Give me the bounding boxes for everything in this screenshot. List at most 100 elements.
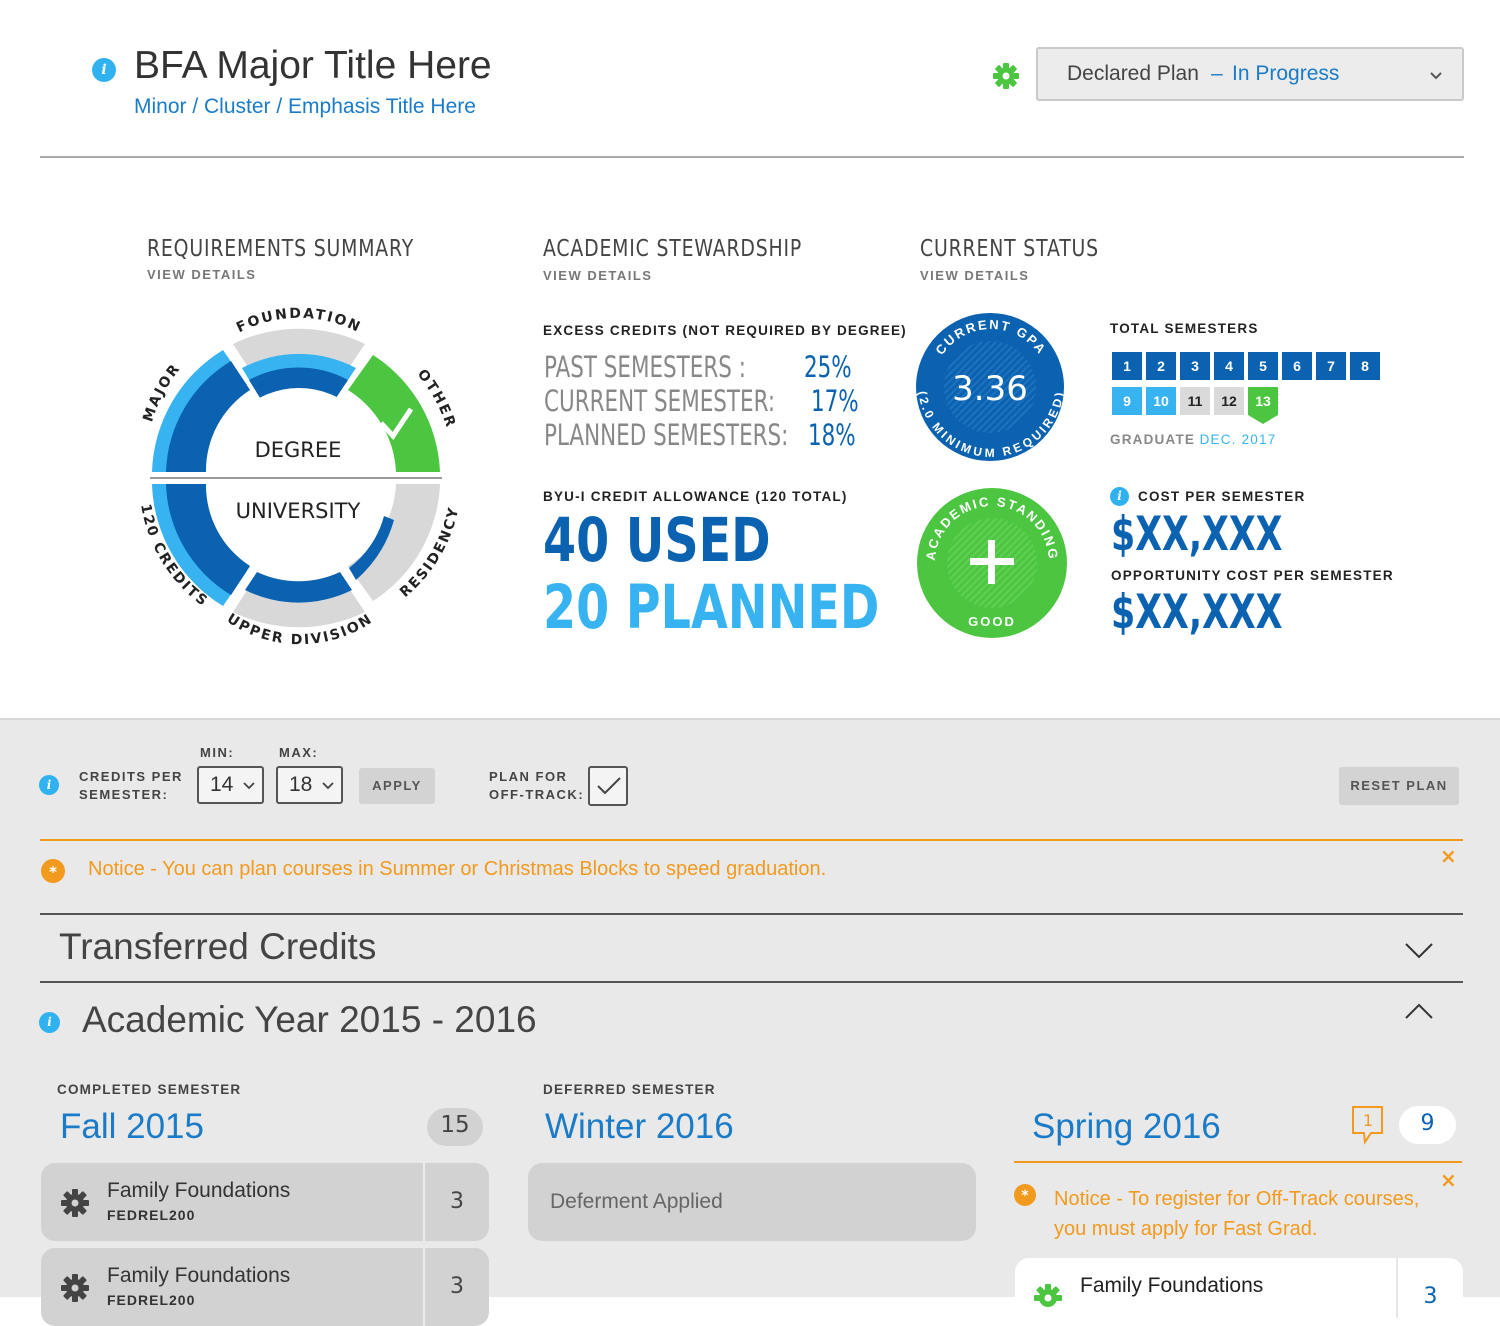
course-code: FEDREL200 <box>107 1207 196 1223</box>
chevron-down-icon <box>243 782 255 790</box>
header-divider <box>40 156 1464 158</box>
notice-star-icon: * <box>41 859 65 883</box>
max-credits-select[interactable]: 18 <box>276 766 343 804</box>
gpa-value: 3.36 <box>952 369 1028 409</box>
excess-past-value: 25% <box>804 350 852 384</box>
comment-icon[interactable] <box>1351 1105 1385 1145</box>
gpa-badge: CURRENT GPA (2.0 MINIMUM REQUIRED) 3.36 <box>915 313 1065 461</box>
off-track-checkbox[interactable] <box>588 766 628 806</box>
excess-current-value: 17% <box>811 384 859 418</box>
credits-used: 40 USED <box>543 505 771 576</box>
planner-panel: i CREDITS PER SEMESTER: MIN: 14 MAX: 18 … <box>0 718 1500 1326</box>
gear-icon[interactable] <box>991 61 1021 91</box>
min-label: MIN: <box>200 745 235 760</box>
reset-plan-button[interactable]: RESET PLAN <box>1339 767 1459 805</box>
graduate-line: GRADUATE DEC. 2017 <box>1110 431 1276 449</box>
academic-year-title[interactable]: Academic Year 2015 - 2016 <box>82 999 537 1040</box>
major-title: BFA Major Title Here <box>134 44 492 87</box>
credits-label-line2: SEMESTER: <box>79 787 169 802</box>
requirements-view-details[interactable]: VIEW DETAILS <box>147 267 257 282</box>
notice-star-icon: * <box>1014 1184 1036 1206</box>
requirements-title: REQUIREMENTS SUMMARY <box>147 236 415 262</box>
notice-close-icon[interactable]: × <box>1440 844 1457 868</box>
semester-box: 4 <box>1214 352 1244 380</box>
semester-box: 3 <box>1180 352 1210 380</box>
semester-box: 12 <box>1214 387 1244 415</box>
minor-title[interactable]: Minor / Cluster / Emphasis Title Here <box>134 95 476 118</box>
notice-text: Notice - You can plan courses in Summer … <box>88 858 827 880</box>
opportunity-cost-value: $XX,XXX <box>1111 585 1283 640</box>
spring-notice-line2: you must apply for Fast Grad. <box>1054 1218 1318 1240</box>
min-credits-value: 14 <box>210 773 234 796</box>
semester-box: 6 <box>1282 352 1312 380</box>
course-credits: 3 <box>450 1274 464 1299</box>
fall-credits-badge: 15 <box>427 1108 483 1146</box>
excess-credits-heading: EXCESS CREDITS (NOT REQUIRED BY DEGREE) <box>543 323 907 338</box>
course-card[interactable]: Family Foundations FEDREL200 3 <box>41 1163 489 1241</box>
excess-current-label: CURRENT SEMESTER: <box>544 384 776 418</box>
chevron-down-icon <box>322 782 334 790</box>
fall-credits: 15 <box>440 1112 470 1138</box>
winter-semester-kind: DEFERRED SEMESTER <box>543 1082 716 1097</box>
notice-top-border <box>40 839 1463 841</box>
semester-box: 2 <box>1146 352 1176 380</box>
plan-select[interactable]: Declared Plan – In Progress <box>1036 47 1464 101</box>
transferred-credits-title: Transferred Credits <box>59 926 377 967</box>
check-icon <box>597 777 621 795</box>
graduate-label: GRADUATE <box>1110 432 1196 447</box>
course-code: FEDREL200 <box>107 1292 196 1308</box>
standing-value: GOOD <box>968 614 1016 629</box>
cost-label: COST PER SEMESTER <box>1138 489 1306 504</box>
spring-semester-title[interactable]: Spring 2016 <box>1032 1107 1221 1146</box>
semester-box: 5 <box>1248 352 1278 380</box>
course-card[interactable]: Family Foundations 3 <box>1015 1258 1463 1318</box>
credits-per-semester-label: CREDITS PER SEMESTER: <box>79 768 183 804</box>
course-credits: 3 <box>450 1189 464 1214</box>
winter-semester-title[interactable]: Winter 2016 <box>545 1107 734 1146</box>
semester-box-graduate: 13 <box>1248 387 1278 415</box>
credits-planned: 20 PLANNED <box>543 572 880 643</box>
wheel-center-degree: DEGREE <box>255 438 342 462</box>
max-credits-value: 18 <box>289 773 313 796</box>
allowance-heading: BYU-I CREDIT ALLOWANCE (120 TOTAL) <box>543 489 848 504</box>
excess-planned-label: PLANNED SEMESTERS: <box>544 418 789 452</box>
standing-badge: ACADEMIC STANDING GOOD <box>917 488 1067 638</box>
gear-icon[interactable] <box>59 1272 91 1304</box>
apply-button[interactable]: APPLY <box>359 768 435 804</box>
course-divider <box>423 1248 425 1326</box>
status-view-details[interactable]: VIEW DETAILS <box>920 268 1030 283</box>
info-icon[interactable]: i <box>39 1012 60 1033</box>
stewardship-view-details[interactable]: VIEW DETAILS <box>543 268 653 283</box>
chevron-up-icon[interactable] <box>1404 1002 1434 1020</box>
transferred-credits-header[interactable]: Transferred Credits <box>40 915 1463 981</box>
spring-credits-badge: 9 <box>1399 1106 1456 1144</box>
wheel-center-university: UNIVERSITY <box>236 499 361 523</box>
semester-box: 9 <box>1112 387 1142 415</box>
semester-box: 1 <box>1112 352 1142 380</box>
off-track-label: PLAN FOR OFF-TRACK: <box>489 768 584 804</box>
gear-icon[interactable] <box>59 1187 91 1219</box>
summary-panel: i BFA Major Title Here Minor / Cluster /… <box>40 44 1464 658</box>
gear-icon[interactable] <box>1032 1282 1064 1314</box>
plan-select-status: In Progress <box>1232 62 1340 85</box>
excess-planned-value: 18% <box>808 418 856 452</box>
semester-box: 10 <box>1146 387 1176 415</box>
total-semesters-label: TOTAL SEMESTERS <box>1110 321 1259 336</box>
graduate-marker-icon <box>1248 415 1278 424</box>
info-icon[interactable]: i <box>39 775 59 795</box>
off-track-label-line2: OFF-TRACK: <box>489 787 585 802</box>
spring-notice-close-icon[interactable]: × <box>1440 1168 1457 1192</box>
cost-value: $XX,XXX <box>1111 507 1283 562</box>
fall-semester-title[interactable]: Fall 2015 <box>60 1107 204 1146</box>
min-credits-select[interactable]: 14 <box>197 766 264 804</box>
course-name: Family Foundations <box>107 1179 291 1202</box>
spring-notice-border <box>1014 1161 1462 1163</box>
chevron-down-icon <box>1430 72 1442 80</box>
info-icon[interactable]: i <box>92 58 116 82</box>
max-label: MAX: <box>279 745 319 760</box>
requirements-wheel[interactable]: FOUNDATION MAJOR OTHER 120 CREDITS RESID… <box>125 298 475 658</box>
plan-select-label: Declared Plan <box>1067 62 1199 85</box>
course-card[interactable]: Family Foundations FEDREL200 3 <box>41 1248 489 1326</box>
semester-grid: 1 2 3 4 5 6 7 8 9 10 11 12 13 <box>1110 350 1390 430</box>
info-icon[interactable]: i <box>1110 487 1129 506</box>
